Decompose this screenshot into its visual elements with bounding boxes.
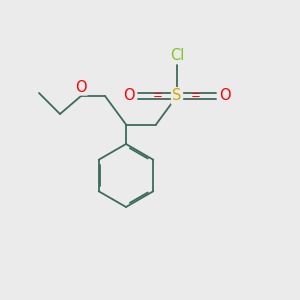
Text: O: O: [123, 88, 135, 104]
Text: Cl: Cl: [170, 48, 184, 63]
Text: O: O: [219, 88, 231, 104]
Text: =: =: [153, 89, 163, 103]
Text: O: O: [75, 80, 87, 94]
Text: =: =: [191, 89, 201, 103]
Text: S: S: [172, 88, 182, 104]
